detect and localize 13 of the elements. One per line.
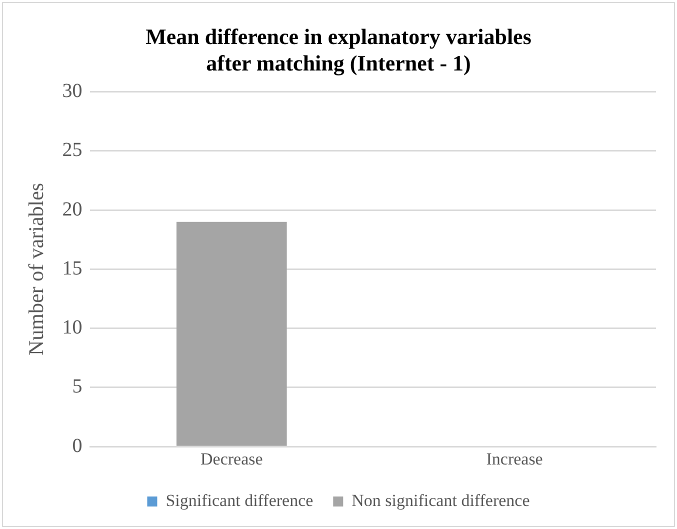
y-axis-title: Number of variables <box>24 182 48 356</box>
y-tick-label: 0 <box>72 434 82 457</box>
y-tick-label: 30 <box>62 80 82 102</box>
y-tick-label: 5 <box>72 376 82 398</box>
chart-title: Mean difference in explanatory variables after matching (Internet - 1) <box>146 24 532 76</box>
x-tick-label: Decrease <box>200 449 263 468</box>
y-tick-label: 10 <box>62 316 82 339</box>
legend-label: Non significant difference <box>352 490 530 510</box>
legend-label: Significant difference <box>166 490 314 510</box>
y-tick-label: 25 <box>62 139 82 162</box>
y-tick-label: 15 <box>62 257 82 280</box>
x-tick-label: Increase <box>486 449 543 468</box>
y-tick-label: 20 <box>62 198 82 220</box>
